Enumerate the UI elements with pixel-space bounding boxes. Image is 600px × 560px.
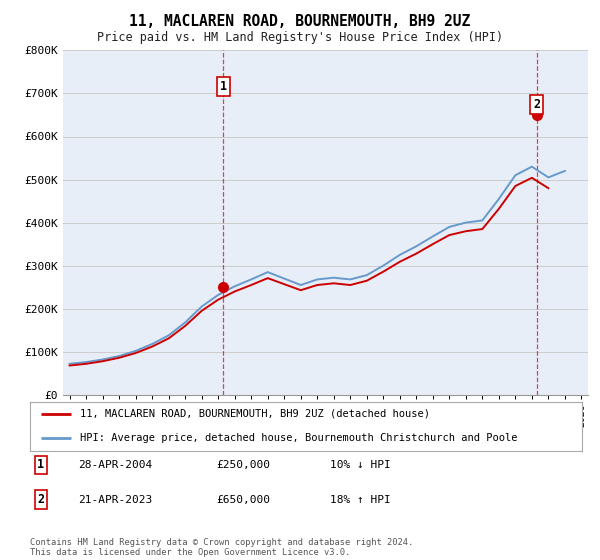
Text: 2: 2 bbox=[37, 493, 44, 506]
Text: Contains HM Land Registry data © Crown copyright and database right 2024.
This d: Contains HM Land Registry data © Crown c… bbox=[30, 538, 413, 557]
Text: Price paid vs. HM Land Registry's House Price Index (HPI): Price paid vs. HM Land Registry's House … bbox=[97, 31, 503, 44]
Text: 18% ↑ HPI: 18% ↑ HPI bbox=[330, 494, 391, 505]
Text: 2: 2 bbox=[533, 97, 541, 111]
Text: 1: 1 bbox=[37, 458, 44, 472]
Text: 1: 1 bbox=[220, 81, 227, 94]
Text: £250,000: £250,000 bbox=[216, 460, 270, 470]
Text: HPI: Average price, detached house, Bournemouth Christchurch and Poole: HPI: Average price, detached house, Bour… bbox=[80, 433, 517, 444]
Text: £650,000: £650,000 bbox=[216, 494, 270, 505]
Text: 11, MACLAREN ROAD, BOURNEMOUTH, BH9 2UZ: 11, MACLAREN ROAD, BOURNEMOUTH, BH9 2UZ bbox=[130, 14, 470, 29]
Text: 11, MACLAREN ROAD, BOURNEMOUTH, BH9 2UZ (detached house): 11, MACLAREN ROAD, BOURNEMOUTH, BH9 2UZ … bbox=[80, 409, 430, 419]
Text: 10% ↓ HPI: 10% ↓ HPI bbox=[330, 460, 391, 470]
Text: 21-APR-2023: 21-APR-2023 bbox=[78, 494, 152, 505]
Text: 28-APR-2004: 28-APR-2004 bbox=[78, 460, 152, 470]
